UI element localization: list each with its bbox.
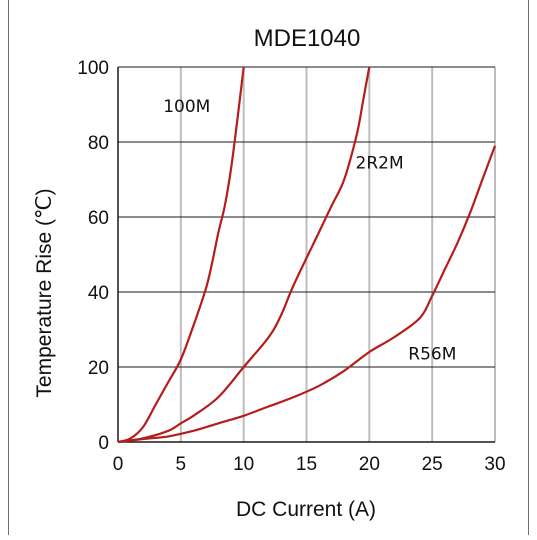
series-labels: 100M 2R2M R56M [163,97,456,365]
y-tick-label: 100 [77,58,109,79]
x-tick-label: 0 [113,454,124,475]
y-axis-label: Temperature Rise (℃) [33,188,56,397]
series-line-r56m [117,145,497,444]
y-tick-label: 60 [88,208,109,229]
x-tick-label: 20 [359,454,380,475]
series-label-100m: 100M [163,97,210,117]
y-tick-label: 20 [88,358,109,379]
x-tick-label: 30 [484,454,505,475]
series-line-2r2m [117,66,371,444]
x-tick-label: 15 [296,454,317,475]
y-tick-label: 0 [98,433,109,454]
series-line-100m [117,66,245,444]
frame-left-border [8,0,9,535]
x-tick-label: 5 [176,454,187,475]
x-tick-label: 25 [422,454,443,475]
series-label-2r2m: 2R2M [356,153,404,173]
chart-title: MDE1040 [254,25,361,52]
series-group [117,66,497,444]
grid [118,66,496,442]
x-tick-label: 10 [233,454,254,475]
series-label-r56m: R56M [408,345,456,365]
axes: 0 5 10 15 20 25 30 0 20 40 60 80 100 [77,58,505,475]
y-tick-label: 40 [88,283,109,304]
y-tick-label: 80 [88,133,109,154]
x-axis-label: DC Current (A) [236,498,376,521]
frame-right-border [528,0,529,535]
